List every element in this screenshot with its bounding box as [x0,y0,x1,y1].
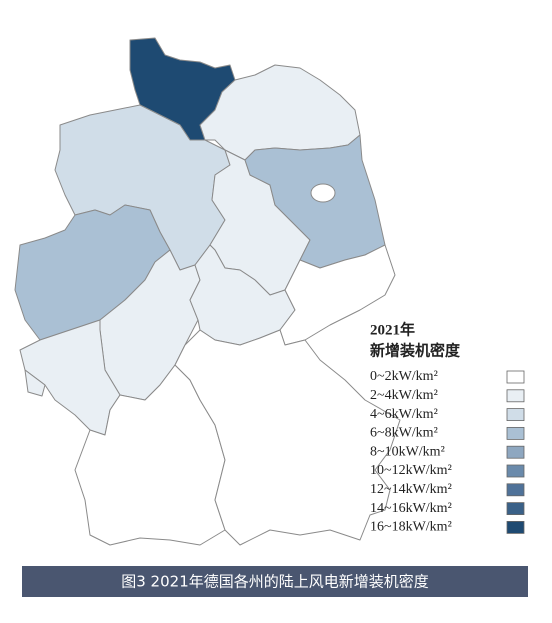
legend-swatch [506,521,525,534]
legend-label: 6~8kW/km² [370,426,438,441]
legend-label: 2~4kW/km² [370,388,438,403]
legend-swatch [506,445,525,459]
legend-label: 14~16kW/km² [370,501,452,516]
legend-label: 10~12kW/km² [370,463,452,478]
caption: 图3 2021年德国各州的陆上风电新增装机密度 [121,573,429,591]
legend-title: 2021年 [370,320,415,338]
legend: 0~2kW/km² 2~4kW/km² 4~6kW/km² 6~8kW/km² 8~10… [370,369,525,535]
legend-label: 8~10kW/km² [370,444,445,459]
legend-label: 4~6kW/km² [370,407,438,422]
legend-label: 12~14kW/km² [370,482,452,497]
legend-swatch [506,370,525,384]
legend-swatch [506,502,525,516]
state [279,244,396,346]
state [24,369,46,397]
legend-label: 0~2kW/km² [370,369,438,384]
germany-map [14,37,401,546]
legend-subtitle: 新增装机密度 [370,341,461,359]
legend-swatch [506,426,525,440]
legend-swatch [506,408,525,422]
legend-swatch [506,464,525,478]
state [310,183,336,203]
legend-swatch [506,483,525,497]
legend-label: 16~18kW/km² [370,520,452,535]
legend-swatch [506,389,525,403]
caption-bar [22,566,528,597]
state [174,329,401,546]
